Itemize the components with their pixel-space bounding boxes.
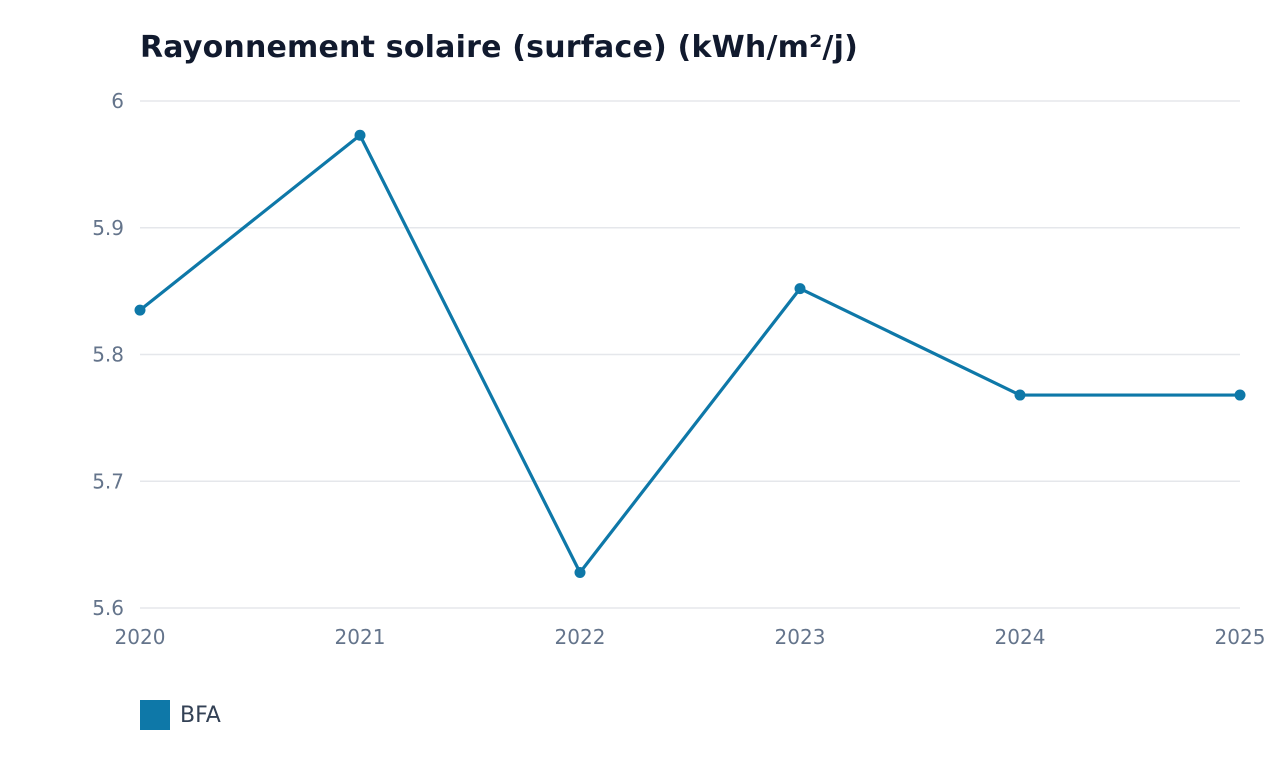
y-tick-label: 5.9 xyxy=(92,216,124,240)
legend-swatch-bfa xyxy=(140,700,170,730)
x-tick-label: 2021 xyxy=(335,625,386,649)
legend-label-bfa: BFA xyxy=(180,702,221,728)
y-tick-label: 5.7 xyxy=(92,469,124,493)
series-layer xyxy=(134,129,1246,579)
legend: BFA xyxy=(140,700,221,730)
data-point xyxy=(354,129,366,141)
data-point xyxy=(134,304,146,316)
grid-lines xyxy=(140,100,1240,609)
data-point xyxy=(1234,389,1246,401)
data-point xyxy=(574,567,586,579)
data-point xyxy=(1014,389,1026,401)
x-tick-label: 2020 xyxy=(115,625,166,649)
x-tick-label: 2022 xyxy=(555,625,606,649)
y-tick-label: 6 xyxy=(111,89,124,113)
y-tick-label: 5.8 xyxy=(92,343,124,367)
series-line-bfa xyxy=(138,133,1242,575)
x-tick-label: 2023 xyxy=(775,625,826,649)
x-axis-ticks: 2020 2021 2022 2023 2024 2025 xyxy=(115,625,1266,649)
y-axis-ticks: 5.6 5.7 5.8 5.9 6 xyxy=(92,89,124,620)
x-tick-label: 2024 xyxy=(995,625,1046,649)
x-tick-label: 2025 xyxy=(1215,625,1266,649)
data-point xyxy=(794,283,806,295)
y-tick-label: 5.6 xyxy=(92,596,124,620)
chart-title: Rayonnement solaire (surface) (kWh/m²/j) xyxy=(140,30,858,65)
